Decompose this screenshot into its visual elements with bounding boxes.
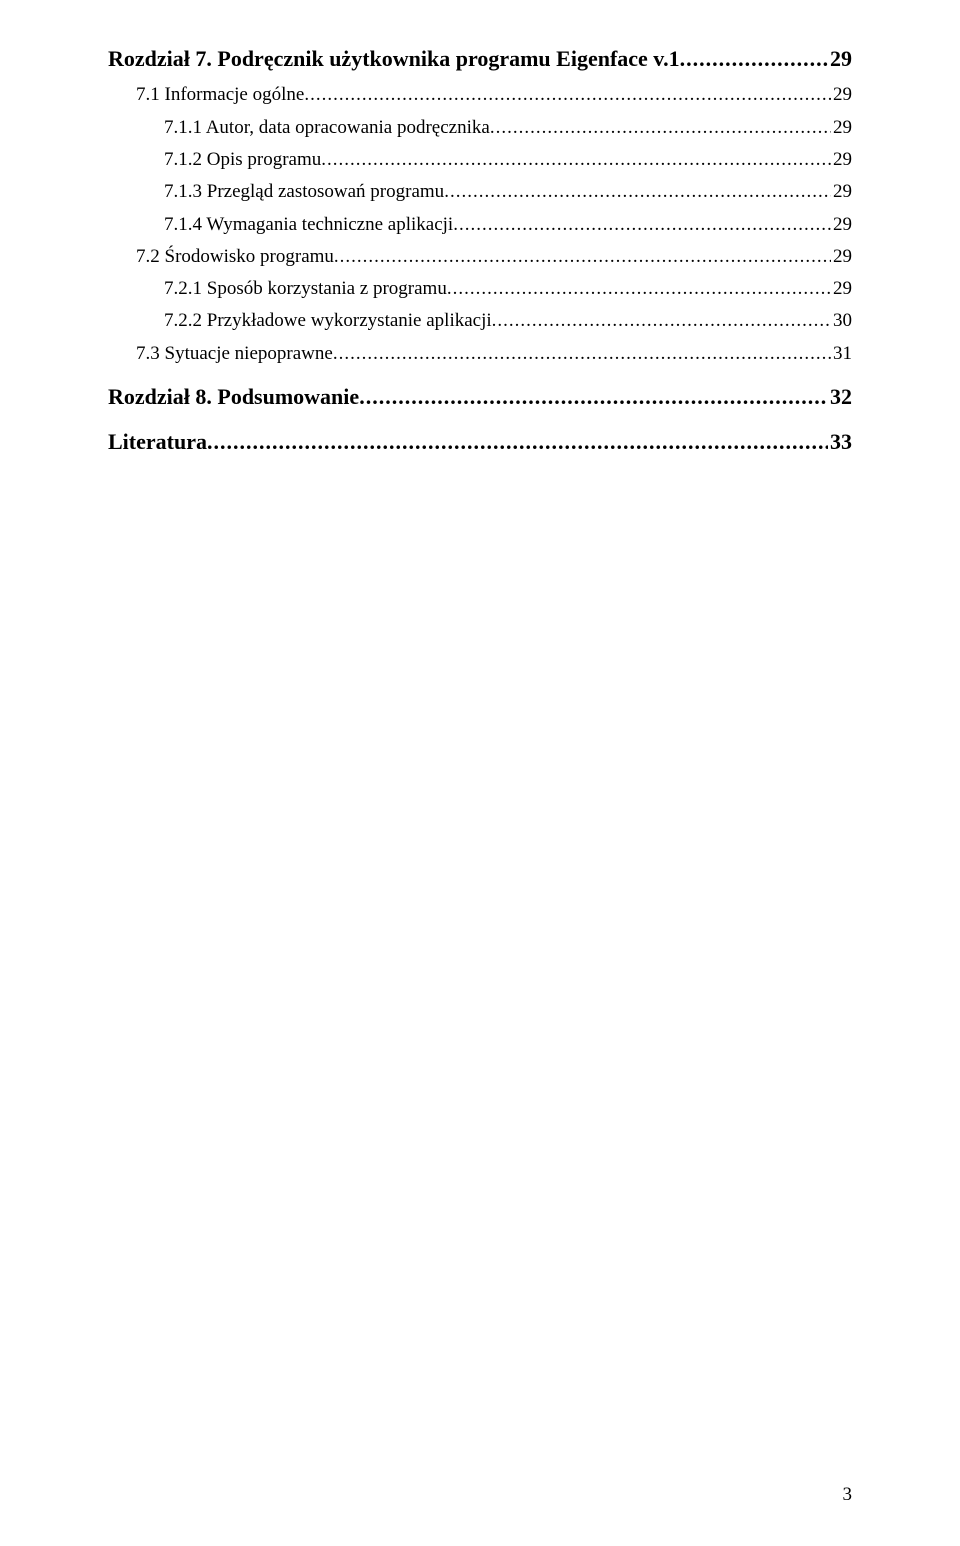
- toc-dot-leader: ........................................…: [453, 209, 831, 241]
- toc-entry-label: 7.3 Sytuacje niepoprawne: [136, 338, 333, 370]
- toc-dot-leader: ........................................…: [492, 305, 831, 337]
- toc-dot-leader: ........................................…: [490, 112, 831, 144]
- toc-entry-page: 29: [831, 176, 852, 208]
- toc-entry: Literatura .............................…: [108, 423, 852, 460]
- toc-entry: 7.1.4 Wymagania techniczne aplikacji ...…: [108, 209, 852, 241]
- toc-entry: 7.1 Informacje ogólne ..................…: [108, 79, 852, 111]
- toc-entry-label: 7.1.4 Wymagania techniczne aplikacji: [164, 209, 453, 241]
- toc-entry-label: 7.1.2 Opis programu: [164, 144, 321, 176]
- table-of-contents: Rozdział 7. Podręcznik użytkownika progr…: [108, 40, 852, 461]
- toc-dot-leader: ........................................…: [447, 273, 831, 305]
- toc-entry-label: 7.2.1 Sposób korzystania z programu: [164, 273, 447, 305]
- toc-entry-label: 7.1.1 Autor, data opracowania podręcznik…: [164, 112, 490, 144]
- page-number: 3: [843, 1484, 853, 1506]
- toc-entry-label: Rozdział 7. Podręcznik użytkownika progr…: [108, 40, 680, 77]
- toc-entry-page: 29: [831, 241, 852, 273]
- toc-entry-page: 30: [831, 305, 852, 337]
- toc-entry: 7.1.3 Przegląd zastosowań programu .....…: [108, 176, 852, 208]
- toc-dot-leader: ........................................…: [359, 378, 828, 415]
- toc-entry: Rozdział 7. Podręcznik użytkownika progr…: [108, 40, 852, 77]
- toc-dot-leader: ........................................…: [333, 338, 831, 370]
- toc-entry: 7.1.2 Opis programu ....................…: [108, 144, 852, 176]
- toc-entry-page: 29: [831, 209, 852, 241]
- toc-entry-page: 29: [831, 273, 852, 305]
- toc-entry-label: 7.2.2 Przykładowe wykorzystanie aplikacj…: [164, 305, 492, 337]
- toc-entry: Rozdział 8. Podsumowanie ...............…: [108, 378, 852, 415]
- toc-entry-page: 29: [831, 79, 852, 111]
- toc-entry-label: 7.2 Środowisko programu: [136, 241, 334, 273]
- toc-entry: 7.2.2 Przykładowe wykorzystanie aplikacj…: [108, 305, 852, 337]
- toc-entry-page: 29: [831, 144, 852, 176]
- toc-entry-label: Rozdział 8. Podsumowanie: [108, 378, 359, 415]
- toc-entry: 7.3 Sytuacje niepoprawne ...............…: [108, 338, 852, 370]
- toc-entry-page: 33: [828, 423, 852, 460]
- toc-dot-leader: ........................................…: [321, 144, 831, 176]
- toc-entry-page: 29: [828, 40, 852, 77]
- toc-dot-leader: ........................................…: [444, 176, 831, 208]
- toc-entry: 7.2.1 Sposób korzystania z programu ....…: [108, 273, 852, 305]
- toc-entry: 7.1.1 Autor, data opracowania podręcznik…: [108, 112, 852, 144]
- toc-entry-page: 31: [831, 338, 852, 370]
- toc-dot-leader: ........................................…: [304, 79, 831, 111]
- toc-entry: 7.2 Środowisko programu ................…: [108, 241, 852, 273]
- toc-entry-label: 7.1 Informacje ogólne: [136, 79, 304, 111]
- toc-entry-page: 29: [831, 112, 852, 144]
- toc-entry-page: 32: [828, 378, 852, 415]
- toc-dot-leader: ........................................…: [207, 423, 828, 460]
- toc-entry-label: Literatura: [108, 423, 207, 460]
- toc-dot-leader: ........................................…: [334, 241, 831, 273]
- toc-dot-leader: ........................................…: [680, 40, 828, 77]
- toc-entry-label: 7.1.3 Przegląd zastosowań programu: [164, 176, 444, 208]
